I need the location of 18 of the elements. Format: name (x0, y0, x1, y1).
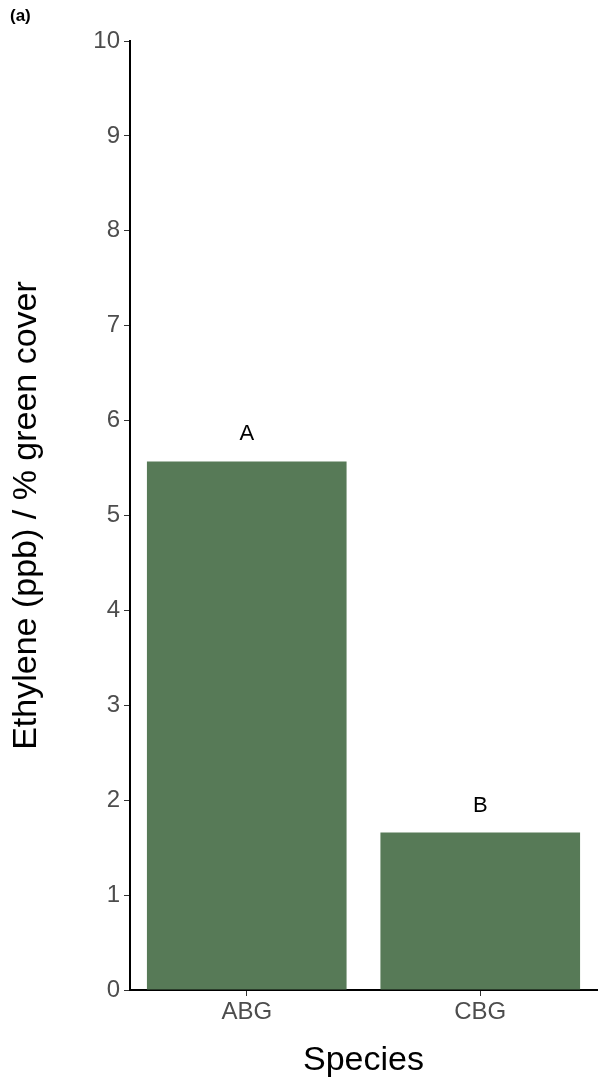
y-tick-label: 2 (106, 784, 120, 812)
x-tick-label: CBG (454, 997, 507, 1025)
annotation: B (472, 791, 488, 817)
y-tick-label: 3 (106, 689, 120, 717)
y-tick-label: 4 (106, 595, 120, 623)
y-tick-label: 5 (106, 500, 120, 528)
x-tick-label: ABG (221, 997, 273, 1025)
annotation: A (239, 420, 255, 446)
y-axis-title: Ethylene (ppb) / % green cover (4, 281, 43, 750)
text: (a) (10, 6, 31, 26)
y-tick-label: 10 (93, 25, 120, 53)
y-tick-label: 7 (106, 310, 120, 338)
y-tick-label: 0 (106, 974, 120, 1002)
y-tick-label: 1 (106, 879, 120, 907)
y-tick-label: 9 (106, 120, 120, 148)
y-tick-label: 8 (106, 215, 120, 243)
y-tick-label: 6 (106, 405, 120, 433)
x-axis-title: Species (303, 1038, 424, 1077)
